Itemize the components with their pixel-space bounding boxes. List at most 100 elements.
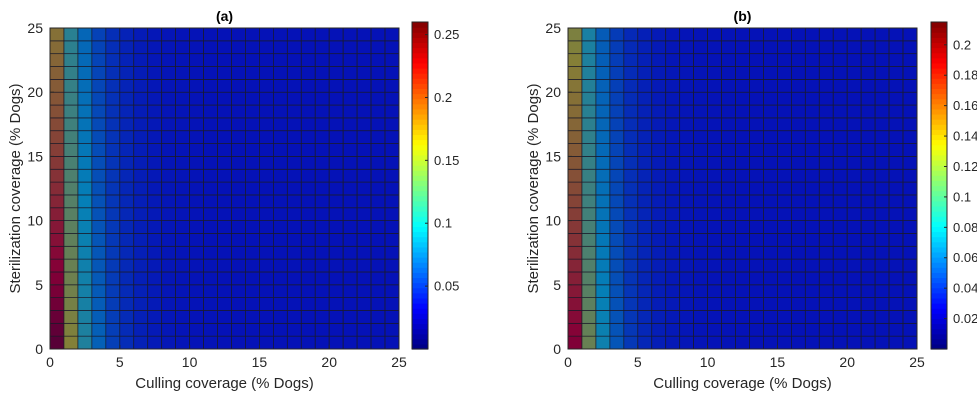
heatmap-cell <box>679 130 694 144</box>
heatmap-cell <box>245 335 260 350</box>
heatmap-cell <box>735 322 750 337</box>
heatmap-cell <box>91 271 107 286</box>
heatmap-cell <box>874 91 890 106</box>
heatmap-cell <box>314 194 330 209</box>
colorbar-swatch <box>412 338 428 345</box>
colorbar-swatch <box>412 22 428 28</box>
heatmap-cell <box>818 79 834 93</box>
heatmap-cell <box>595 322 611 337</box>
heatmap-cell <box>300 66 316 80</box>
colorbar-swatch <box>931 22 947 28</box>
heatmap-cell <box>818 335 834 350</box>
heatmap-cell <box>763 245 778 260</box>
heatmap-cell <box>804 181 820 196</box>
heatmap-cell <box>231 104 246 119</box>
heatmap-cell <box>133 284 149 298</box>
heatmap-cell <box>133 271 149 286</box>
heatmap-cell <box>595 117 611 132</box>
heatmap-cell <box>356 143 372 157</box>
heatmap-cell <box>707 181 722 196</box>
heatmap-cell <box>693 40 708 55</box>
heatmap-cell <box>245 258 260 273</box>
heatmap-cell <box>133 143 149 157</box>
heatmap-cell <box>356 207 372 221</box>
heatmap-cell <box>356 27 372 42</box>
heatmap-cell <box>791 143 806 157</box>
heatmap-cell <box>384 258 400 273</box>
heatmap-cell <box>888 53 904 67</box>
heatmap-cell <box>189 40 204 55</box>
heatmap-cell <box>749 220 764 234</box>
heatmap-cell <box>203 66 218 80</box>
heatmap-cell <box>119 310 135 324</box>
heatmap-cell <box>147 40 163 55</box>
heatmap-cell <box>707 104 722 119</box>
heatmap-cell <box>888 271 904 286</box>
heatmap-cell <box>175 233 190 247</box>
heatmap-cell <box>735 284 750 298</box>
heatmap-cell <box>189 245 204 260</box>
heatmap-cell <box>679 297 694 311</box>
colorbar-swatch <box>412 267 428 273</box>
heatmap-cell <box>356 91 372 106</box>
heatmap-cell <box>693 258 708 273</box>
heatmap-cell <box>735 53 750 67</box>
heatmap-cell <box>874 233 890 247</box>
heatmap-cell <box>175 284 190 298</box>
x-tick-label: 0 <box>46 354 54 370</box>
heatmap-cell <box>665 91 681 106</box>
heatmap-cell <box>609 40 625 55</box>
heatmap-cell <box>189 335 204 350</box>
heatmap-cell <box>791 53 806 67</box>
heatmap-cell <box>651 245 667 260</box>
heatmap-cell <box>679 66 694 80</box>
heatmap-cell <box>49 27 65 42</box>
colorbar-swatch <box>931 246 947 253</box>
colorbar-swatch <box>412 328 428 335</box>
heatmap-cell <box>609 297 625 311</box>
heatmap-cell <box>721 271 736 286</box>
heatmap-cell <box>567 27 583 42</box>
heatmap-cell <box>609 220 625 234</box>
heatmap-cell <box>203 40 218 55</box>
heatmap-cell <box>874 335 890 350</box>
heatmap-cell <box>902 104 918 119</box>
colorbar-swatch <box>931 108 947 115</box>
heatmap-cell <box>763 130 778 144</box>
heatmap-cell <box>888 220 904 234</box>
heatmap-cell <box>609 143 625 157</box>
heatmap-cell <box>609 104 625 119</box>
heatmap-cell <box>147 130 163 144</box>
heatmap-cell <box>384 66 400 80</box>
heatmap-cell <box>595 233 611 247</box>
heatmap-cell <box>609 335 625 350</box>
heatmap-cell <box>860 322 876 337</box>
heatmap-cell <box>203 310 218 324</box>
colorbar-swatch <box>412 292 428 299</box>
heatmap-cell <box>77 91 93 106</box>
heatmap-cell <box>49 310 65 324</box>
heatmap-cell <box>902 130 918 144</box>
heatmap-cell <box>693 181 708 196</box>
heatmap-cell <box>370 258 386 273</box>
heatmap-cell <box>342 91 358 106</box>
heatmap-cell <box>818 168 834 183</box>
colorbar-swatch <box>931 308 947 314</box>
heatmap-cell <box>637 117 653 132</box>
heatmap-cell <box>735 207 750 221</box>
heatmap-cell <box>567 310 583 324</box>
heatmap-cell <box>804 53 820 67</box>
heatmap-cell <box>623 271 639 286</box>
heatmap-cell <box>133 66 149 80</box>
heatmap-cell <box>189 310 204 324</box>
heatmap-cell <box>651 194 667 209</box>
heatmap-cell <box>217 168 232 183</box>
heatmap-cell <box>286 130 302 144</box>
heatmap-cell <box>328 117 344 132</box>
heatmap-cell <box>273 310 288 324</box>
heatmap-cell <box>763 335 778 350</box>
heatmap-cell <box>328 322 344 337</box>
heatmap-cell <box>63 53 79 67</box>
heatmap-cell <box>300 104 316 119</box>
heatmap-cell <box>707 79 722 93</box>
